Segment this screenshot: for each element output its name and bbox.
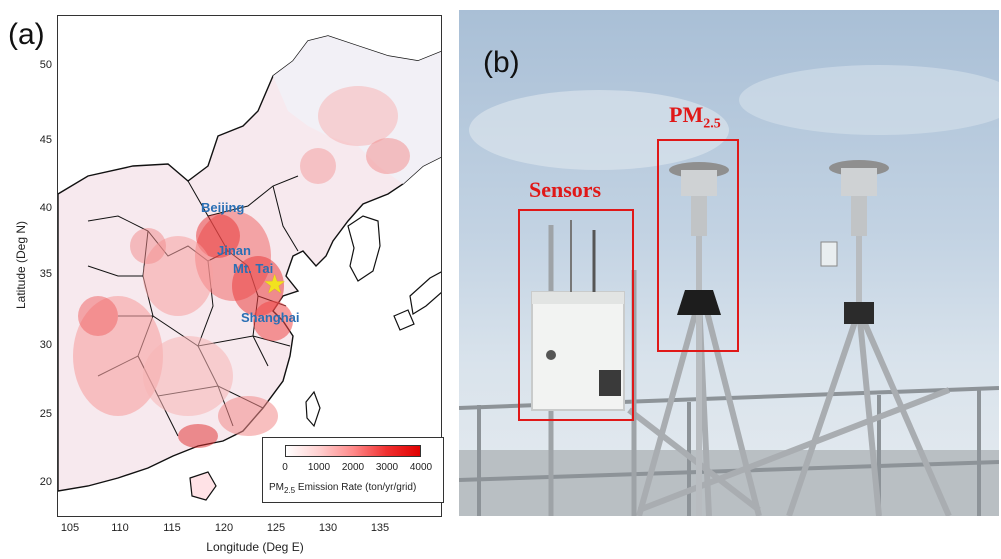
panel-b-letter: (b) [483,46,520,79]
colorbar-tick: 0 [282,462,288,473]
emission-hotspots [73,86,410,448]
colorbar-tick: 2000 [341,462,365,473]
x-tick-label: 130 [318,522,338,534]
city-label-mt-tai: Mt. Tai [233,261,274,276]
city-label-beijing: Beijing [201,200,245,215]
x-tick-label: 110 [111,522,129,534]
x-tick-label: 115 [163,522,181,534]
y-tick-label: 35 [39,268,52,280]
instrument-photo: Sensors PM2.5 [459,10,999,516]
y-tick-label: 20 [39,476,52,488]
emission-map: Beijing Jinan Mt. Tai Shanghai ★ [57,15,442,517]
city-label-shanghai: Shanghai [241,310,300,325]
city-label-jinan: Jinan [217,243,251,258]
colorbar-label: PM2.5 Emission Rate (ton/yr/grid) [269,482,417,495]
y-tick-label: 40 [39,202,52,214]
y-tick-label: 25 [39,408,52,420]
x-tick-label: 105 [60,522,80,534]
korea [347,215,381,282]
sensors-label: Sensors [529,177,602,202]
sensors-highlight-box [518,209,634,421]
colorbar-tick: 4000 [409,462,433,473]
pm25-highlight-box [657,139,739,352]
x-tick-label: 120 [214,522,234,534]
map-graphic [58,35,441,501]
pm25-label: PM2.5 [669,102,721,132]
y-tick-label: 50 [39,59,52,71]
y-tick-label: 30 [39,339,52,351]
colorbar-tick: 3000 [375,462,399,473]
x-tick-label: 125 [266,522,286,534]
colorbar-legend: 0 1000 2000 3000 4000 PM2.5 Emission Rat… [262,437,444,503]
colorbar [285,445,421,457]
mt-tai-star-icon: ★ [263,269,287,299]
panel-a-letter: (a) [8,18,45,51]
x-axis-title: Longitude (Deg E) [206,540,304,554]
x-tick-label: 135 [370,522,390,534]
y-axis-title: Latitude (Deg N) [14,220,28,310]
colorbar-tick: 1000 [307,462,331,473]
y-tick-label: 45 [39,134,52,146]
